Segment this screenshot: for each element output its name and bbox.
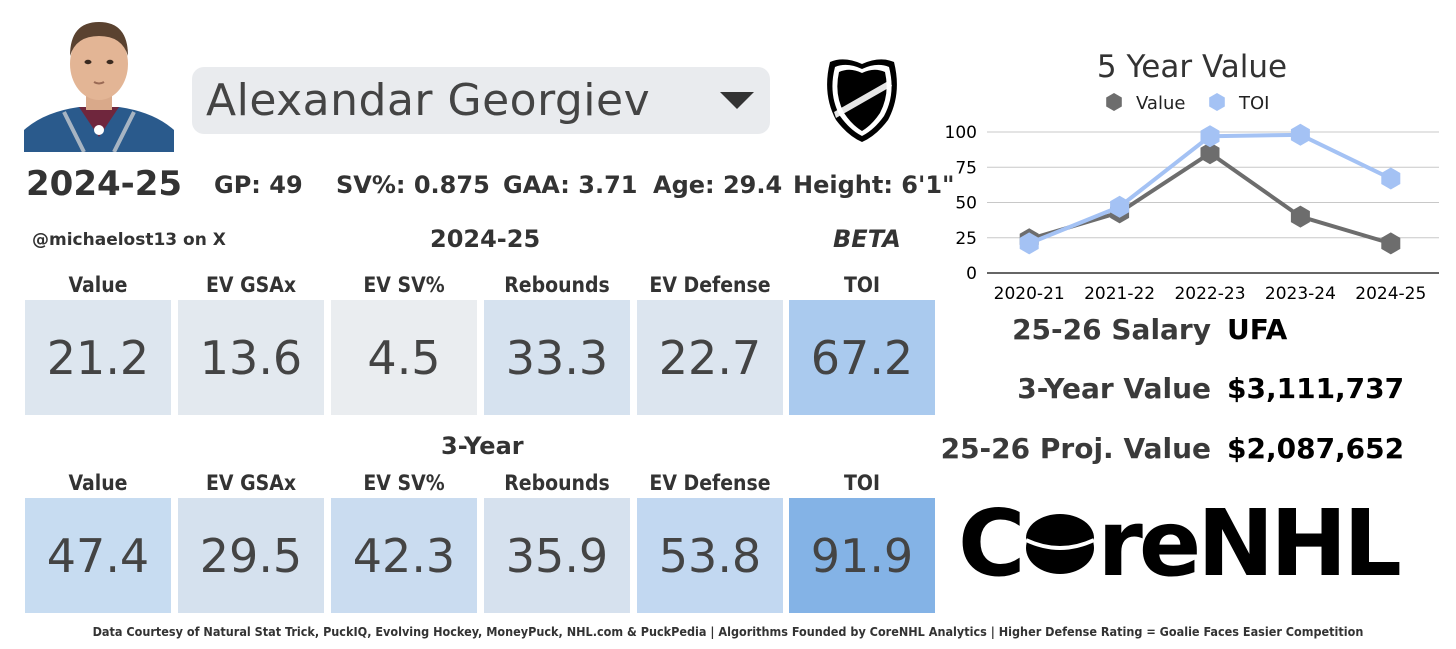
x-tick-label: 2022-23 — [1174, 284, 1245, 304]
data-point-toi — [1110, 195, 1130, 218]
legend-marker-value — [1106, 93, 1122, 111]
metric-header-ev-sv-: EV SV% — [363, 471, 445, 495]
player-select-dropdown[interactable]: Alexandar Georgiev — [192, 67, 770, 134]
section-title-3year: 3-Year — [441, 432, 524, 460]
legend-label-value: Value — [1136, 93, 1185, 114]
data-point-toi — [1381, 167, 1401, 190]
data-point-value — [1381, 232, 1401, 255]
stat-height: Height: 6'1" — [793, 171, 955, 199]
metric-header-value: Value — [68, 273, 128, 297]
metric-tile-rebounds: 35.9 — [484, 498, 630, 613]
season-label: 2024-25 — [26, 164, 183, 204]
section-title-season: 2024-25 — [430, 225, 541, 253]
legend-marker-toi — [1209, 93, 1225, 111]
chart-title: 5 Year Value — [1097, 49, 1287, 85]
metric-header-ev-gsax: EV GSAx — [205, 471, 297, 495]
x-tick-label: 2024-25 — [1355, 284, 1426, 304]
metric-header-ev-defense: EV Defense — [649, 273, 771, 297]
y-tick-label: 100 — [945, 123, 977, 143]
metric-tile-ev-sv-: 4.5 — [331, 300, 477, 415]
y-tick-label: 75 — [955, 158, 977, 178]
player-name: Alexandar Georgiev — [206, 75, 651, 126]
stat-age: Age: 29.4 — [653, 171, 783, 199]
y-tick-label: 25 — [955, 229, 977, 249]
stat-save-percentage: SV%: 0.875 — [336, 171, 490, 199]
metric-tile-toi: 67.2 — [789, 300, 935, 415]
metric-header-ev-defense: EV Defense — [649, 471, 771, 495]
author-handle: @michaelost13 on X — [32, 230, 226, 250]
salary-value: UFA — [1227, 313, 1288, 346]
metric-tile-rebounds: 33.3 — [484, 300, 630, 415]
metric-header-toi: TOI — [844, 471, 880, 495]
metric-header-ev-gsax: EV GSAx — [205, 273, 297, 297]
data-point-toi — [1200, 125, 1220, 148]
x-tick-label: 2023-24 — [1265, 284, 1336, 304]
stat-gaa: GAA: 3.71 — [503, 171, 638, 199]
three-year-value: $3,111,737 — [1227, 372, 1405, 405]
data-point-toi — [1019, 232, 1039, 255]
series-line-value — [1028, 151, 1392, 246]
metric-tile-ev-sv-: 42.3 — [331, 498, 477, 613]
projected-value-label: 25-26 Proj. Value — [940, 432, 1211, 465]
metric-tile-ev-gsax: 29.5 — [178, 498, 324, 613]
salary-label: 25-26 Salary — [1012, 313, 1211, 346]
metric-tile-ev-defense: 22.7 — [637, 300, 783, 415]
metric-tile-toi: 91.9 — [789, 498, 935, 613]
five-year-value-chart: 5 Year Value Value TOI 0 25 50 75 100 2020-21 202… — [942, 40, 1442, 315]
projected-value: $2,087,652 — [1227, 432, 1405, 465]
player-photo — [24, 12, 174, 152]
y-tick-label: 50 — [955, 194, 977, 214]
corenhl-logo-suffix: reNHL — [1097, 489, 1402, 597]
legend-label-toi: TOI — [1238, 93, 1269, 114]
metric-tile-value: 47.4 — [25, 498, 171, 613]
footer-credits: Data Courtesy of Natural Stat Trick, Puc… — [92, 624, 1364, 639]
metric-header-rebounds: Rebounds — [504, 273, 610, 297]
x-tick-label: 2021-22 — [1084, 284, 1155, 304]
metric-header-value: Value — [68, 471, 128, 495]
chevron-down-icon[interactable] — [720, 92, 754, 109]
hockey-puck-icon — [1024, 513, 1095, 574]
data-point-toi — [1290, 123, 1310, 146]
corenhl-logo-prefix: C — [958, 489, 1026, 597]
three-year-value-label: 3-Year Value — [1017, 372, 1211, 405]
metric-header-toi: TOI — [844, 273, 880, 297]
data-point-value — [1200, 142, 1220, 165]
stat-games-played: GP: 49 — [214, 171, 303, 199]
x-tick-label: 2020-21 — [994, 284, 1065, 304]
metric-header-rebounds: Rebounds — [504, 471, 610, 495]
metric-tile-value: 21.2 — [25, 300, 171, 415]
nhl-logo — [822, 54, 902, 144]
y-tick-label: 0 — [966, 264, 977, 284]
metric-tile-ev-defense: 53.8 — [637, 498, 783, 613]
corenhl-logo: C reNHL — [958, 496, 1433, 591]
metric-header-ev-sv-: EV SV% — [363, 273, 445, 297]
metric-tile-ev-gsax: 13.6 — [178, 300, 324, 415]
beta-badge: BETA — [833, 225, 901, 253]
data-point-value — [1290, 205, 1310, 228]
